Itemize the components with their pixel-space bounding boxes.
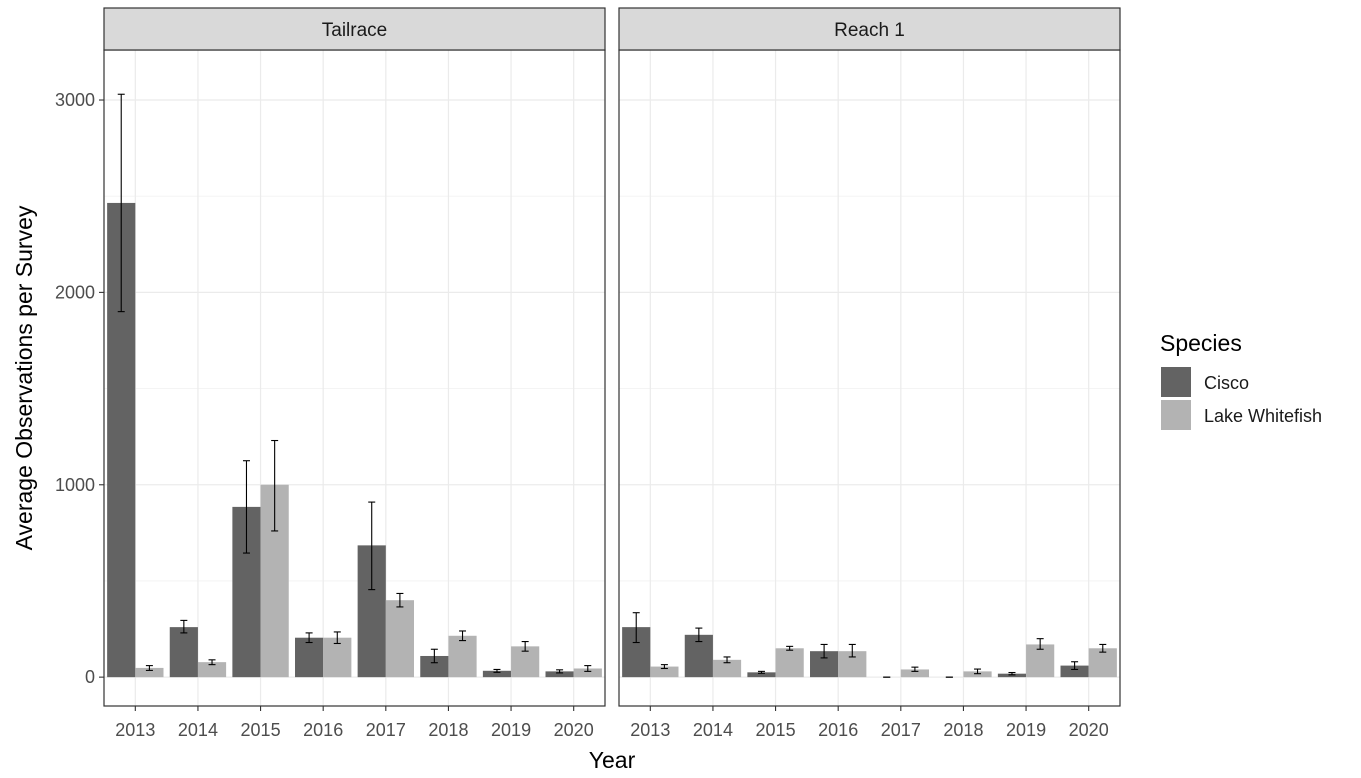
panels-group: Tailrace 2013 2014 2015 2016 2017 2018 2019 2020… <box>55 7 1121 740</box>
bar-cisco-2019 <box>997 673 1027 678</box>
error-bar-lake-whitefish-2014 <box>723 656 731 664</box>
bar-cisco-2020 <box>545 671 574 678</box>
bar-lake-whitefish-2020 <box>573 668 602 678</box>
error-bar-lake-whitefish-2014 <box>208 659 216 666</box>
error-bar-lake-whitefish-2015 <box>271 439 279 532</box>
bar-lake-whitefish-2013 <box>650 666 679 678</box>
bar-cisco-2020 <box>1060 665 1089 678</box>
error-bar-lake-whitefish-2020 <box>584 665 592 672</box>
error-bar-cisco-2019 <box>1008 671 1016 676</box>
x-tick-label: 2013 <box>630 720 670 740</box>
error-bar-lake-whitefish-2018 <box>459 630 467 642</box>
x-tick-label: 2018 <box>428 720 468 740</box>
strip-background <box>618 7 1121 51</box>
panel-0: Tailrace 2013 2014 2015 2016 2017 2018 2019 2020… <box>55 7 606 740</box>
y-tick-label: 1000 <box>55 475 95 495</box>
bar-lake-whitefish-2018 <box>448 635 477 678</box>
bar-lake-whitefish-2015 <box>775 648 804 678</box>
error-bar-cisco-2016 <box>820 643 828 659</box>
legend-key-cisco <box>1161 367 1191 397</box>
bar-cisco-2015 <box>747 672 776 678</box>
error-bar-cisco-2018 <box>430 648 438 664</box>
y-tick-label: 2000 <box>55 282 95 302</box>
legend: Species Cisco Lake Whitefish <box>1160 330 1322 430</box>
x-tick-label: 2019 <box>1006 720 1046 740</box>
error-bar-lake-whitefish-2020 <box>1099 643 1107 653</box>
error-bar-cisco-2020 <box>1071 661 1079 670</box>
error-bar-cisco-2015 <box>242 460 250 554</box>
error-bar-cisco-2013 <box>632 612 640 644</box>
panel-1: Reach 1 2013 2014 2015 2016 2017 2018 2019 2020 <box>618 7 1121 740</box>
x-tick-label: 2019 <box>491 720 531 740</box>
error-bar-lake-whitefish-2018 <box>974 668 982 675</box>
error-bar-cisco-2016 <box>305 632 313 644</box>
legend-label-lake-whitefish: Lake Whitefish <box>1204 406 1322 426</box>
x-axis-title: Year <box>589 747 636 773</box>
bar-cisco-2014 <box>169 627 198 678</box>
strip-background <box>103 7 606 51</box>
bar-lake-whitefish-2014 <box>197 662 227 678</box>
x-tick-label: 2017 <box>881 720 921 740</box>
x-tick-label: 2014 <box>178 720 218 740</box>
bar-cisco-2018 <box>420 655 449 678</box>
y-tick-label: 3000 <box>55 90 95 110</box>
error-bar-lake-whitefish-2017 <box>911 666 919 672</box>
error-bar-lake-whitefish-2013 <box>145 665 153 671</box>
y-axis-title: Average Observations per Survey <box>11 205 37 550</box>
bar-lake-whitefish-2016 <box>323 637 352 678</box>
x-tick-label: 2015 <box>756 720 796 740</box>
x-tick-label: 2014 <box>693 720 733 740</box>
bar-lake-whitefish-2019 <box>1026 644 1055 678</box>
error-bar-cisco-2014 <box>695 627 703 643</box>
bar-lake-whitefish-2017 <box>900 669 929 678</box>
x-tick-label: 2016 <box>303 720 343 740</box>
bar-cisco-2019 <box>482 670 512 678</box>
strip-label: Tailrace <box>322 20 387 41</box>
error-bar-cisco-2014 <box>180 619 188 634</box>
error-bar-lake-whitefish-2016 <box>848 643 856 658</box>
y-tick-label: 0 <box>85 667 95 687</box>
legend-label-cisco: Cisco <box>1204 373 1249 393</box>
bar-lake-whitefish-2017 <box>385 600 414 678</box>
bar-lake-whitefish-2014 <box>712 659 742 678</box>
x-tick-label: 2018 <box>943 720 983 740</box>
legend-key-lake-whitefish <box>1161 400 1191 430</box>
error-bar-cisco-2019 <box>493 668 501 673</box>
x-tick-label: 2017 <box>366 720 406 740</box>
x-tick-label: 2015 <box>241 720 281 740</box>
x-tick-label: 2020 <box>554 720 594 740</box>
bar-cisco-2016 <box>295 637 324 678</box>
error-bar-lake-whitefish-2016 <box>333 631 341 645</box>
error-bar-cisco-2013 <box>117 93 125 313</box>
error-bar-lake-whitefish-2015 <box>786 645 794 651</box>
error-bar-lake-whitefish-2017 <box>396 592 404 608</box>
error-bar-lake-whitefish-2019 <box>1036 638 1044 650</box>
legend-title: Species <box>1160 330 1242 356</box>
error-bar-cisco-2020 <box>556 669 564 674</box>
panel-background <box>619 50 1120 706</box>
bar-lake-whitefish-2020 <box>1088 648 1117 678</box>
x-tick-label: 2020 <box>1069 720 1109 740</box>
error-bar-lake-whitefish-2019 <box>521 641 529 652</box>
x-tick-label: 2016 <box>818 720 858 740</box>
error-bar-cisco-2015 <box>757 670 765 674</box>
panel-background <box>104 50 605 706</box>
error-bar-cisco-2017 <box>368 501 376 591</box>
error-bar-lake-whitefish-2013 <box>660 664 668 670</box>
strip-label: Reach 1 <box>834 20 905 41</box>
x-tick-label: 2013 <box>115 720 155 740</box>
bar-lake-whitefish-2018 <box>963 671 992 678</box>
bar-lake-whitefish-2013 <box>135 667 164 678</box>
